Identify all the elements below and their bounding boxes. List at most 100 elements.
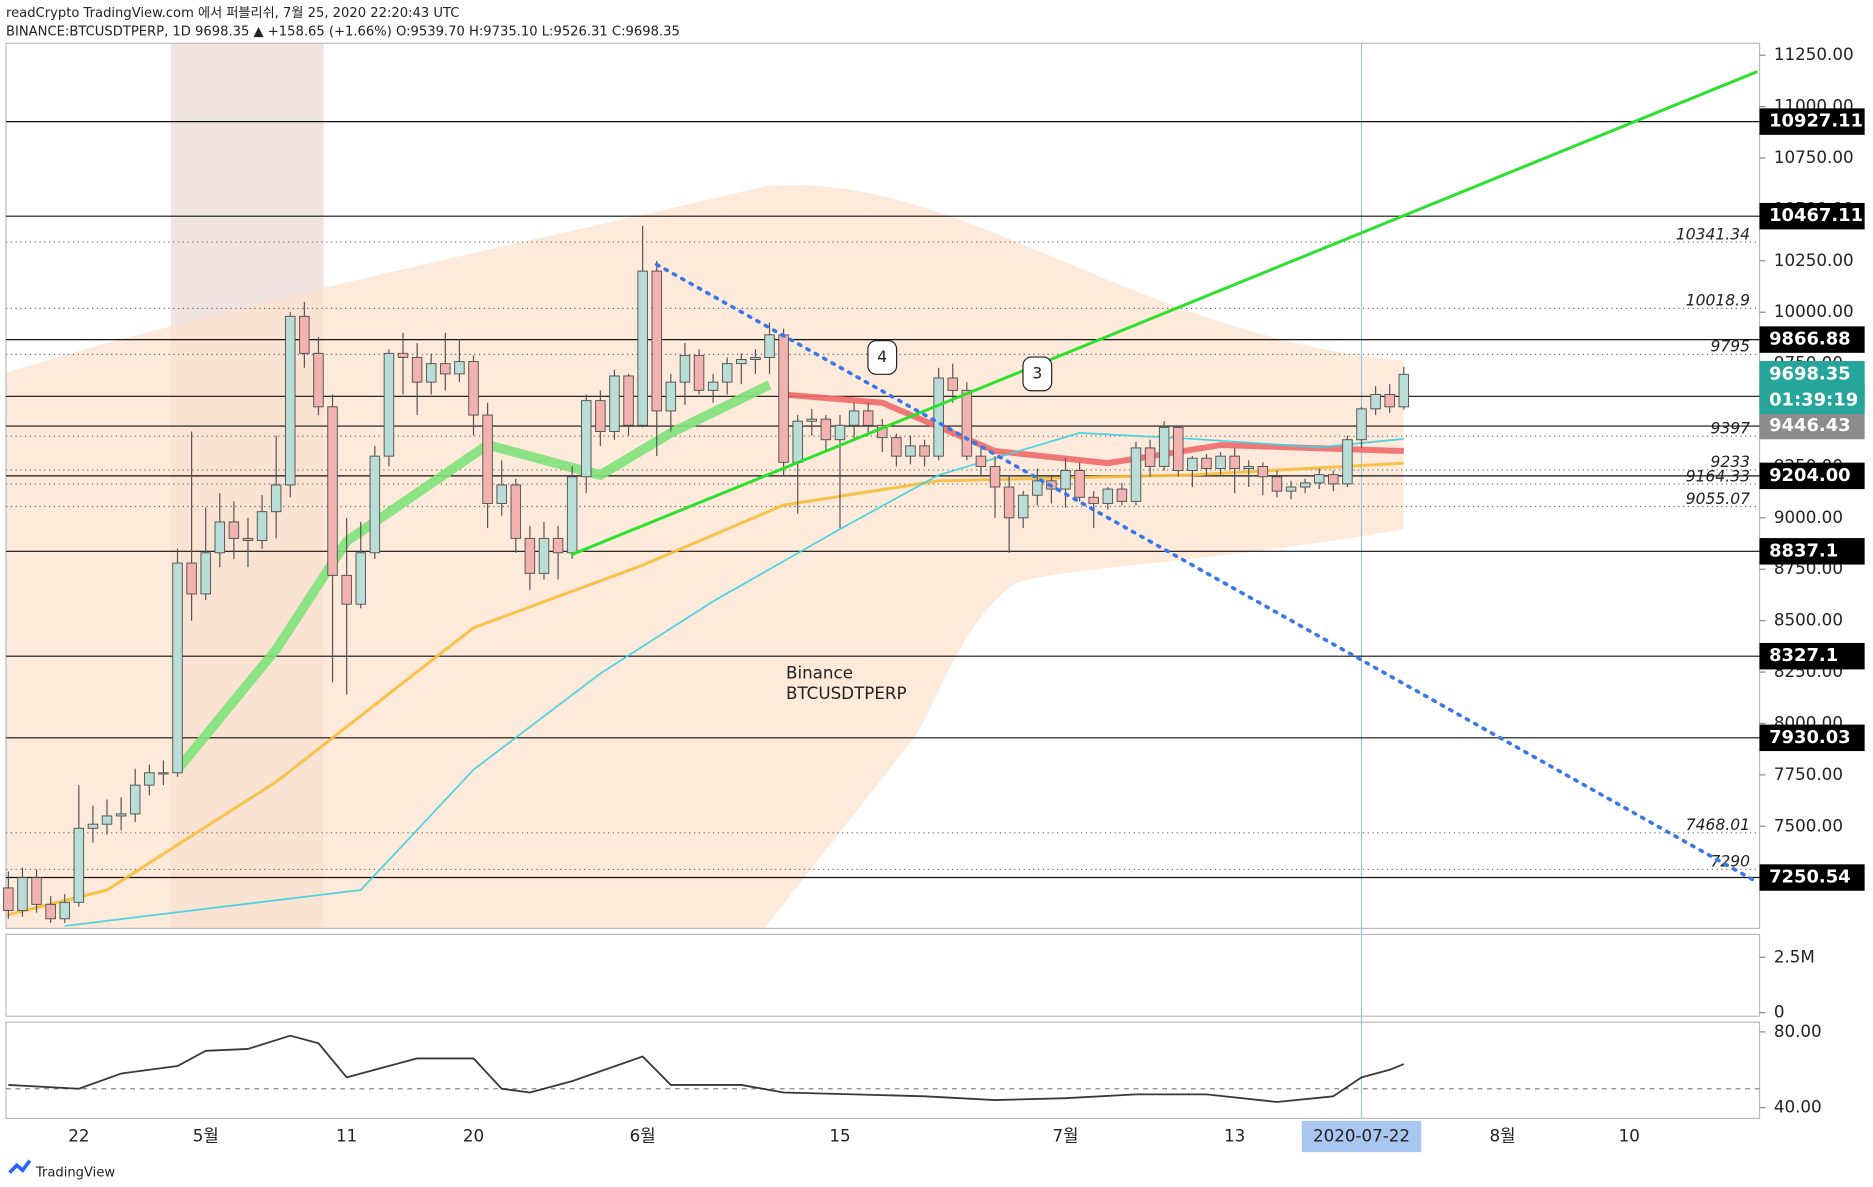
candle-body <box>806 418 818 422</box>
candle-body <box>1370 393 1381 410</box>
y-tick-label: 8500.00 <box>1774 610 1843 630</box>
moving-average <box>783 391 1404 467</box>
y-tick-label: 80.00 <box>1774 1021 1822 1041</box>
x-tick-label: 10 <box>1619 1125 1640 1145</box>
candle-body <box>468 361 479 416</box>
candle-body <box>1060 470 1071 490</box>
candle-body <box>496 484 507 504</box>
candle-body <box>581 400 592 478</box>
level-label: 7290 <box>1710 853 1750 871</box>
level-box <box>1759 412 1865 440</box>
candle-body <box>1003 486 1015 519</box>
level-label: 10341.34 <box>1676 225 1750 243</box>
candle-body <box>45 903 56 920</box>
candle-body <box>73 827 85 903</box>
candle-body <box>1032 480 1043 496</box>
x-tick-label: 8월 <box>1489 1125 1515 1145</box>
candle-body <box>1299 482 1311 488</box>
candle-body <box>1313 474 1325 484</box>
level-label: 9055.07 <box>1686 490 1750 508</box>
candle-body <box>665 381 677 412</box>
header-line: readCrypto TradingView.com 에서 퍼블리쉬, 7월 2… <box>6 5 459 21</box>
candle-body <box>1088 496 1099 504</box>
candle-body <box>242 537 254 541</box>
level-label: 8327.1 <box>1769 645 1838 666</box>
candle-body <box>609 375 620 432</box>
candle-body <box>228 521 240 539</box>
candle-body <box>834 424 846 441</box>
candle-body <box>820 418 832 441</box>
countdown: 01:39:19 <box>1769 390 1858 411</box>
candle-body <box>848 410 860 426</box>
y-tick-label: 11250.00 <box>1774 44 1854 64</box>
candle-body <box>3 887 14 912</box>
candle-body <box>975 455 987 467</box>
level-label: 10927.11 <box>1769 111 1863 132</box>
candle-body <box>919 445 930 457</box>
date-highlight <box>1301 1120 1422 1153</box>
candle-body <box>425 363 437 383</box>
candle-body <box>778 334 789 463</box>
trendline <box>570 70 1758 556</box>
candle-body <box>31 877 42 905</box>
candle-body <box>651 270 663 412</box>
x-tick-label: 13 <box>1224 1125 1245 1145</box>
candle-body <box>1017 494 1029 519</box>
x-tick-label: 22 <box>68 1125 89 1145</box>
candle-body <box>482 414 493 504</box>
annotation-bubble <box>1022 356 1053 392</box>
rsi-pane <box>5 1021 1761 1120</box>
candle-body <box>1398 373 1410 408</box>
x-tick-label: 11 <box>336 1125 357 1145</box>
candle-body <box>1342 439 1353 485</box>
y-tick-label: 7500.00 <box>1774 815 1843 835</box>
level-label: 9866.88 <box>1769 329 1851 350</box>
y-tick-label: 10000.00 <box>1774 301 1854 321</box>
candle-body <box>285 315 296 486</box>
candle-body <box>905 445 916 457</box>
candle-body <box>299 315 310 354</box>
candle-body <box>454 361 465 375</box>
level-box <box>1759 864 1865 891</box>
annotation-bubble <box>867 340 898 375</box>
candle-body <box>1173 426 1184 472</box>
candle-body <box>1201 457 1212 469</box>
candle-body <box>679 354 691 383</box>
watermark: BTCUSDTPERP <box>786 683 907 703</box>
candle-body <box>862 410 874 426</box>
candle-body <box>397 352 409 358</box>
x-tick-label: 6월 <box>630 1125 656 1145</box>
y-tick-label: 7750.00 <box>1774 764 1843 784</box>
level-box <box>1759 326 1865 353</box>
candle-body <box>1257 465 1269 478</box>
watermark: Binance <box>786 662 853 682</box>
candle-body <box>158 772 169 775</box>
level-label: 9204.00 <box>1769 465 1851 486</box>
candle-body <box>1158 426 1170 467</box>
candle-body <box>750 356 761 360</box>
candle-body <box>186 562 197 595</box>
candle-body <box>566 476 578 554</box>
candle-body <box>693 354 705 391</box>
level-label: 9233 <box>1710 453 1750 471</box>
logo <box>8 1159 32 1174</box>
candle-body <box>637 270 648 426</box>
moving-average <box>64 432 1404 927</box>
level-box <box>1759 108 1865 135</box>
candle-body <box>17 877 28 912</box>
y-tick-label: 9000.00 <box>1774 507 1843 527</box>
annotation-label: 4 <box>877 348 887 366</box>
candle-body <box>764 334 775 358</box>
candle-body <box>440 363 451 375</box>
candle-body <box>270 484 282 513</box>
candle-body <box>1384 393 1395 408</box>
level-label: 9795 <box>1710 338 1750 356</box>
candle-body <box>369 455 381 554</box>
x-tick-label: 7월 <box>1053 1125 1079 1145</box>
level-box <box>1759 538 1865 565</box>
candle-body <box>510 484 522 539</box>
header-line: BINANCE:BTCUSDTPERP, 1D 9698.35 ▲ +158.6… <box>6 24 680 39</box>
level-label: 9397 <box>1710 419 1750 437</box>
candle-body <box>538 537 550 574</box>
